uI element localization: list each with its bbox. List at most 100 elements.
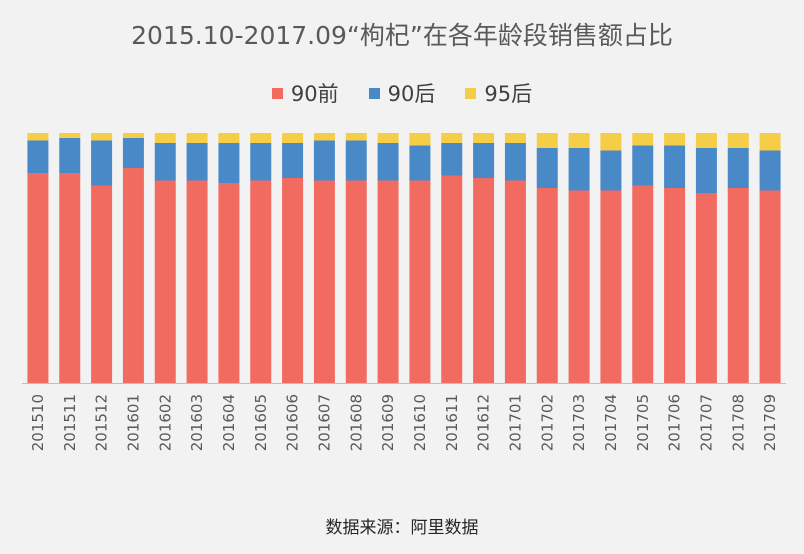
bar-segment-201706-s0 (664, 188, 686, 383)
bar-segment-201512-s2 (91, 133, 113, 141)
bar-segment-201709-s1 (759, 150, 781, 191)
bar-segment-201602-s0 (154, 180, 176, 383)
x-tick-label-201708: 201708 (729, 394, 747, 451)
legend-item-90qian: 90前 (271, 78, 339, 108)
bar-segment-201605-s0 (250, 180, 272, 383)
bar-segment-201705-s1 (632, 145, 654, 186)
bar-segment-201608-s1 (345, 140, 367, 181)
x-tick-label-201608: 201608 (347, 394, 365, 451)
bar-segment-201604-s0 (218, 183, 240, 383)
bar-segment-201612-s1 (473, 143, 495, 178)
bar-segment-201706-s1 (664, 145, 686, 188)
bar-segment-201609-s1 (377, 143, 399, 181)
bar-segment-201611-s2 (441, 133, 463, 143)
bar-segment-201707-s2 (695, 133, 717, 148)
legend-item-90hou: 90后 (368, 78, 436, 108)
bar-segment-201601-s2 (122, 133, 144, 138)
bar-segment-201510-s1 (27, 140, 49, 173)
bar-segment-201702-s2 (536, 133, 558, 148)
bar-segment-201709-s2 (759, 133, 781, 151)
bar-segment-201704-s2 (600, 133, 622, 151)
x-tick-label-201703: 201703 (570, 394, 588, 451)
x-tick-label-201604: 201604 (220, 394, 238, 451)
x-tick-label-201610: 201610 (411, 394, 429, 451)
data-source-note: 数据来源：阿里数据 (325, 518, 479, 538)
bar-segment-201601-s0 (122, 168, 144, 383)
legend-label-90qian: 90前 (290, 82, 339, 106)
x-tick-label-201512: 201512 (93, 394, 111, 451)
legend-label-95hou: 95后 (484, 82, 533, 106)
bar-segment-201512-s1 (91, 140, 113, 186)
bar-segment-201609-s2 (377, 133, 399, 143)
x-tick-label-201702: 201702 (538, 394, 556, 451)
x-tick-label-201611: 201611 (443, 394, 461, 451)
x-tick-label-201709: 201709 (761, 394, 779, 451)
bar-segment-201608-s0 (345, 180, 367, 383)
bar-segment-201708-s1 (727, 148, 749, 188)
bar-segment-201603-s0 (186, 180, 208, 383)
bar-segment-201510-s0 (27, 173, 49, 383)
bar-segment-201603-s2 (186, 133, 208, 143)
bar-segment-201708-s0 (727, 188, 749, 383)
bar-segment-201704-s1 (600, 150, 622, 191)
bar-segment-201606-s0 (282, 178, 304, 383)
x-tick-label-201603: 201603 (188, 394, 206, 451)
bar-segment-201510-s2 (27, 133, 49, 141)
bar-segment-201708-s2 (727, 133, 749, 148)
bar-segment-201607-s1 (313, 140, 335, 181)
bar-segment-201607-s0 (313, 180, 335, 383)
bar-segment-201604-s2 (218, 133, 240, 143)
bar-segment-201608-s2 (345, 133, 367, 141)
bar-segment-201701-s1 (504, 143, 526, 181)
bar-segment-201602-s2 (154, 133, 176, 143)
bar-segment-201605-s2 (250, 133, 272, 143)
x-tick-label-201701: 201701 (506, 394, 524, 451)
bar-segment-201511-s1 (59, 138, 81, 173)
bar-segment-201706-s2 (664, 133, 686, 146)
bar-segment-201602-s1 (154, 143, 176, 181)
bar-segment-201703-s2 (568, 133, 590, 148)
x-tick-label-201601: 201601 (124, 394, 142, 451)
bar-segment-201605-s1 (250, 143, 272, 181)
bar-segment-201705-s0 (632, 185, 654, 383)
bar-segment-201702-s0 (536, 188, 558, 383)
bar-segment-201601-s1 (122, 138, 144, 168)
x-tick-label-201706: 201706 (666, 394, 684, 451)
bar-segment-201707-s0 (695, 193, 717, 383)
x-tick-label-201609: 201609 (379, 394, 397, 451)
bar-segment-201701-s0 (504, 180, 526, 383)
x-tick-label-201510: 201510 (29, 394, 47, 451)
x-tick-label-201704: 201704 (602, 394, 620, 451)
bar-segment-201604-s1 (218, 143, 240, 183)
bar-segment-201606-s1 (282, 143, 304, 178)
bar-segment-201610-s2 (409, 133, 431, 146)
bar-segment-201607-s2 (313, 133, 335, 141)
legend-swatch-95hou (465, 87, 477, 99)
legend-item-95hou: 95后 (465, 78, 532, 108)
x-tick-label-201511: 201511 (61, 394, 79, 451)
legend-label-90hou: 90后 (387, 82, 436, 106)
legend-swatch-90qian (271, 87, 283, 99)
bar-segment-201709-s0 (759, 190, 781, 383)
bar-segment-201609-s0 (377, 180, 399, 383)
x-tick-label-201606: 201606 (284, 394, 302, 451)
bar-segment-201704-s0 (600, 190, 622, 383)
bar-segment-201612-s0 (473, 178, 495, 383)
bar-segment-201611-s1 (441, 143, 463, 176)
bar-segment-201610-s0 (409, 180, 431, 383)
bar-segment-201701-s2 (504, 133, 526, 143)
bar-segment-201603-s1 (186, 143, 208, 181)
bar-segment-201611-s0 (441, 175, 463, 383)
x-tick-label-201605: 201605 (252, 394, 270, 451)
bar-segment-201612-s2 (473, 133, 495, 143)
x-tick-label-201707: 201707 (697, 394, 715, 451)
bar-segment-201705-s2 (632, 133, 654, 146)
bar-segment-201702-s1 (536, 148, 558, 188)
chart-title: 2015.10-2017.09“枸杞”在各年龄段销售额占比 (131, 21, 673, 50)
x-tick-label-201705: 201705 (634, 394, 652, 451)
x-tick-label-201602: 201602 (156, 394, 174, 451)
x-tick-label-201612: 201612 (475, 394, 493, 451)
bar-segment-201511-s2 (59, 133, 81, 138)
